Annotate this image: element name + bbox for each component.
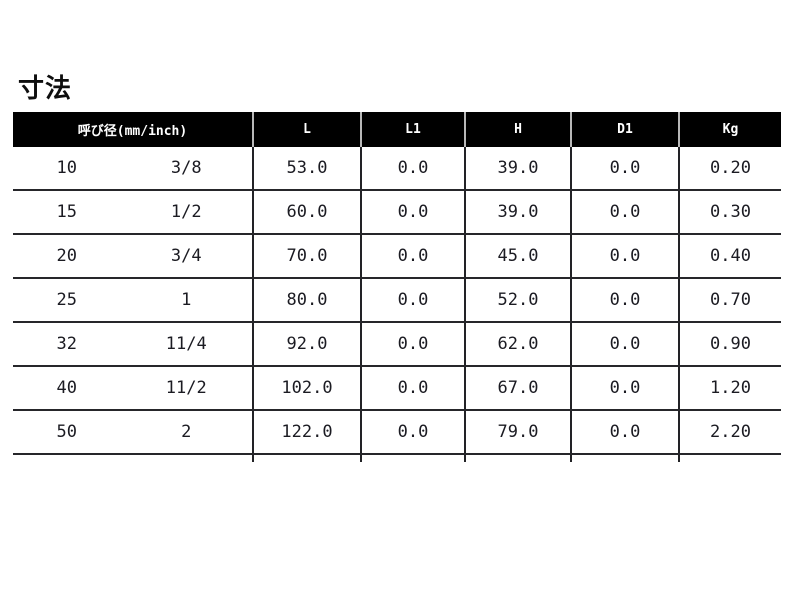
cell-kg: 0.20: [678, 147, 781, 189]
cell-inch: 11/2: [165, 378, 207, 398]
cell-l: 102.0: [252, 367, 360, 409]
cell-h: 39.0: [464, 147, 570, 189]
cell-h: 79.0: [464, 411, 570, 453]
header-kg: Kg: [678, 112, 781, 147]
cell-d1: 0.0: [570, 191, 678, 233]
cell-d1: 0.0: [570, 411, 678, 453]
cell-inch: 11/4: [165, 334, 207, 354]
table-row: 40 11/2 102.0 0.0 67.0 0.0 1.20: [13, 367, 781, 411]
cell-h: 45.0: [464, 235, 570, 277]
cell-mm: 20: [56, 246, 78, 266]
header-l: L: [252, 112, 360, 147]
cell-mm: 15: [56, 202, 78, 222]
cell-l1: 0.0: [360, 279, 464, 321]
cell-nominal: 15 1/2: [13, 191, 252, 233]
cell-inch: 3/4: [170, 246, 202, 266]
cell-l1: 0.0: [360, 367, 464, 409]
cell-l: 60.0: [252, 191, 360, 233]
table-row: 50 2 122.0 0.0 79.0 0.0 2.20: [13, 411, 781, 455]
cell-l1: 0.0: [360, 323, 464, 365]
cell-l: 53.0: [252, 147, 360, 189]
header-l1: L1: [360, 112, 464, 147]
cell-mm: 32: [56, 334, 78, 354]
table-row: 32 11/4 92.0 0.0 62.0 0.0 0.90: [13, 323, 781, 367]
cell-l1: 0.0: [360, 147, 464, 189]
cell-l1: 0.0: [360, 411, 464, 453]
cell-l1: 0.0: [360, 235, 464, 277]
cell-kg: 0.70: [678, 279, 781, 321]
cell-nominal: 20 3/4: [13, 235, 252, 277]
cell-l: 80.0: [252, 279, 360, 321]
cell-nominal: 10 3/8: [13, 147, 252, 189]
cell-d1: 0.0: [570, 147, 678, 189]
cell-d1: 0.0: [570, 367, 678, 409]
cell-l: 92.0: [252, 323, 360, 365]
table-row: 20 3/4 70.0 0.0 45.0 0.0 0.40: [13, 235, 781, 279]
cell-mm: 50: [56, 422, 78, 442]
cell-l1: 0.0: [360, 191, 464, 233]
header-d1: D1: [570, 112, 678, 147]
cell-d1: 0.0: [570, 323, 678, 365]
cell-h: 62.0: [464, 323, 570, 365]
cell-h: 39.0: [464, 191, 570, 233]
cell-inch: 3/8: [170, 158, 202, 178]
table-row: 10 3/8 53.0 0.0 39.0 0.0 0.20: [13, 147, 781, 191]
cell-l: 70.0: [252, 235, 360, 277]
cell-kg: 2.20: [678, 411, 781, 453]
cell-kg: 0.30: [678, 191, 781, 233]
table-row: 25 1 80.0 0.0 52.0 0.0 0.70: [13, 279, 781, 323]
table-header-row: 呼び径(mm/inch) L L1 H D1 Kg: [13, 112, 781, 147]
table-row-clipped: [13, 455, 781, 462]
cell-kg: 0.40: [678, 235, 781, 277]
cell-inch: 2: [181, 422, 192, 442]
header-h: H: [464, 112, 570, 147]
cell-inch: 1: [181, 290, 192, 310]
dimensions-table: 呼び径(mm/inch) L L1 H D1 Kg 10 3/8 53.0 0.…: [13, 112, 781, 462]
cell-h: 52.0: [464, 279, 570, 321]
cell-l: 122.0: [252, 411, 360, 453]
page-title: 寸法: [18, 74, 73, 104]
cell-mm: 25: [56, 290, 78, 310]
cell-kg: 1.20: [678, 367, 781, 409]
cell-mm: 10: [56, 158, 78, 178]
cell-nominal: 40 11/2: [13, 367, 252, 409]
cell-nominal: 25 1: [13, 279, 252, 321]
cell-nominal: 32 11/4: [13, 323, 252, 365]
table-row: 15 1/2 60.0 0.0 39.0 0.0 0.30: [13, 191, 781, 235]
cell-d1: 0.0: [570, 235, 678, 277]
cell-h: 67.0: [464, 367, 570, 409]
cell-inch: 1/2: [170, 202, 202, 222]
cell-kg: 0.90: [678, 323, 781, 365]
cell-d1: 0.0: [570, 279, 678, 321]
cell-nominal: 50 2: [13, 411, 252, 453]
header-nominal-diameter: 呼び径(mm/inch): [77, 124, 188, 139]
cell-mm: 40: [56, 378, 78, 398]
